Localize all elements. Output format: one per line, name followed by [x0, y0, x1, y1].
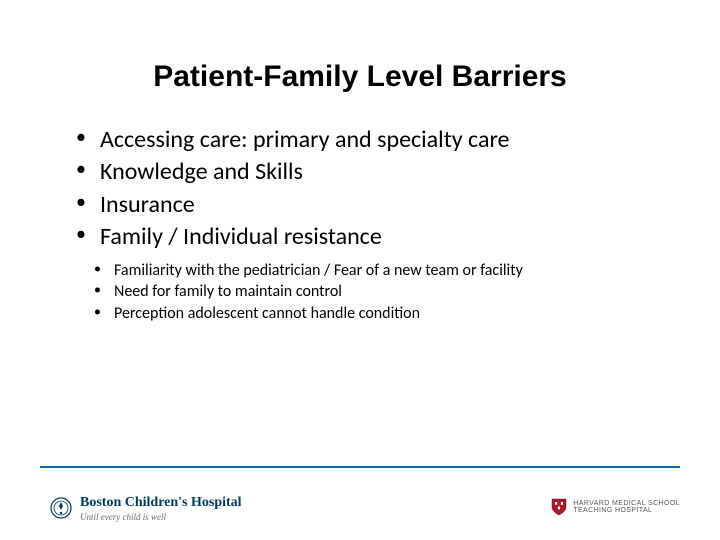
- list-item: Accessing care: primary and specialty ca…: [70, 124, 660, 156]
- harvard-shield-icon: [551, 498, 567, 516]
- list-item: Need for family to maintain control: [88, 281, 660, 303]
- list-item: Insurance: [70, 189, 660, 221]
- bch-logo-block: Boston Children's Hospital Until every c…: [50, 496, 242, 522]
- hms-text: HARVARD MEDICAL SCHOOL TEACHING HOSPITAL: [573, 500, 680, 514]
- list-item: Perception adolescent cannot handle cond…: [88, 303, 660, 325]
- bch-tagline: Until every child is well: [80, 513, 242, 522]
- hms-line1: HARVARD MEDICAL SCHOOL: [573, 500, 680, 507]
- list-item: Family / Individual resistance: [70, 221, 660, 253]
- sub-bullet-list: Familiarity with the pediatrician / Fear…: [60, 260, 660, 325]
- main-bullet-list: Accessing care: primary and specialty ca…: [60, 124, 660, 254]
- bch-seal-icon: [50, 496, 72, 522]
- footer-divider: [40, 466, 680, 468]
- list-item: Knowledge and Skills: [70, 156, 660, 188]
- slide: Patient-Family Level Barriers Accessing …: [0, 0, 720, 540]
- hms-line2: TEACHING HOSPITAL: [573, 507, 680, 514]
- list-item: Familiarity with the pediatrician / Fear…: [88, 260, 660, 282]
- bch-text: Boston Children's Hospital Until every c…: [80, 496, 242, 522]
- hms-logo-block: HARVARD MEDICAL SCHOOL TEACHING HOSPITAL: [551, 498, 680, 516]
- slide-title: Patient-Family Level Barriers: [60, 60, 660, 94]
- bch-name: Boston Children's Hospital: [80, 496, 242, 511]
- footer: Boston Children's Hospital Until every c…: [0, 472, 720, 522]
